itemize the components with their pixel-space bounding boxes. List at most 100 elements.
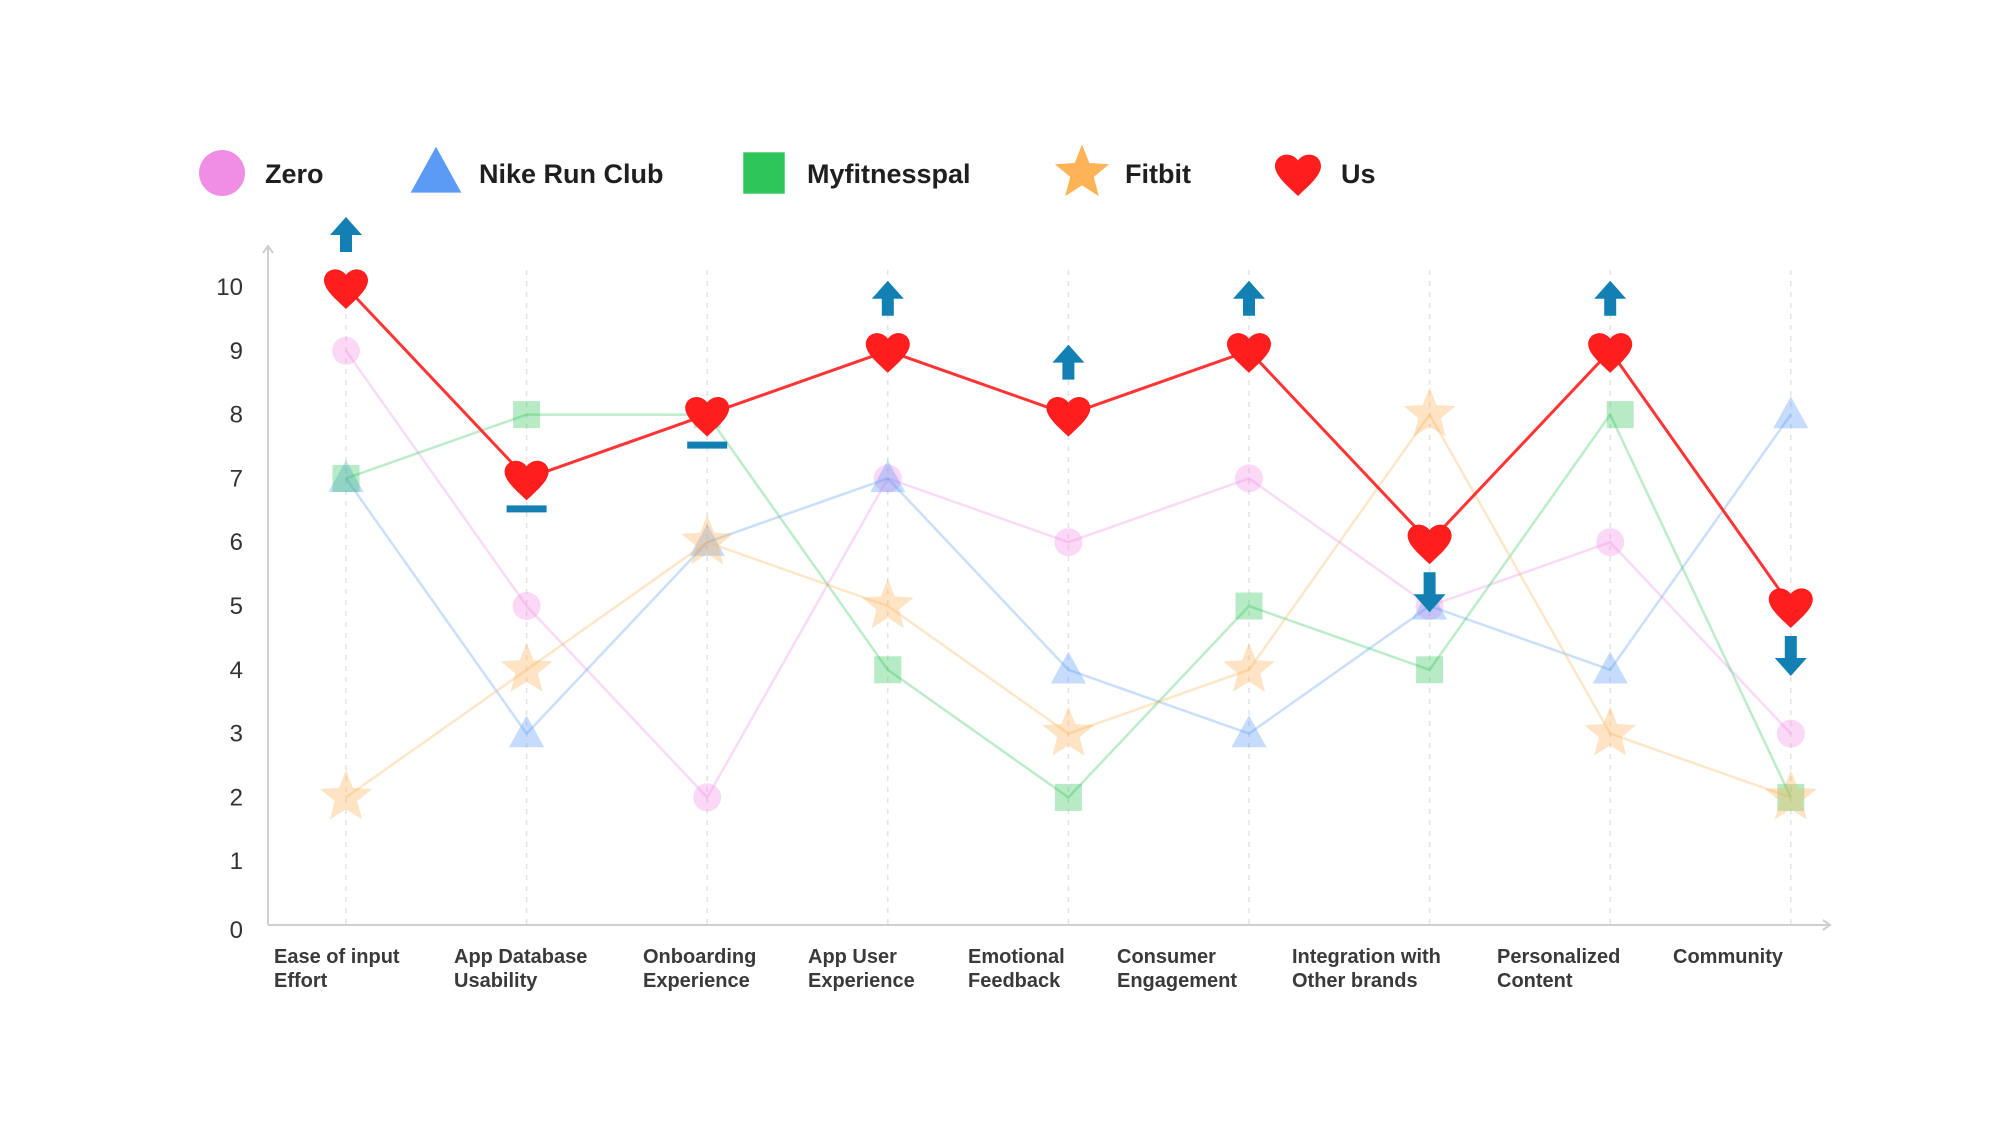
data-point-fitbit <box>1223 642 1275 692</box>
series-line-fitbit <box>345 413 1792 799</box>
data-point-myfitnesspal <box>1416 656 1444 684</box>
data-point-us <box>1046 396 1091 437</box>
legend-label-myfitnesspal: Myfitnesspal <box>807 159 971 189</box>
data-point-fitbit <box>500 642 553 692</box>
x-tick-label-line: Integration with <box>1292 946 1441 968</box>
x-axis-arrow <box>1822 919 1832 931</box>
x-tick-label-line: Community <box>1673 946 1784 968</box>
legend-label-zero: Zero <box>265 159 324 189</box>
arrow-up-icon <box>871 280 904 316</box>
legend-label-nike-run-club: Nike Run Club <box>479 159 664 189</box>
legend-label-fitbit: Fitbit <box>1125 159 1191 189</box>
data-point-fitbit <box>1403 387 1456 437</box>
series-line-myfitnesspal <box>345 413 1792 799</box>
y-tick-label: 5 <box>230 593 243 620</box>
data-point-zero <box>1596 528 1625 557</box>
data-point-fitbit <box>1764 770 1817 820</box>
data-point-nike-run-club <box>1050 651 1086 684</box>
x-tick-label-line: Experience <box>643 970 750 992</box>
arrow-up-icon <box>1233 280 1265 316</box>
x-tick-label-line: Experience <box>808 970 915 992</box>
series-myfitnesspal <box>332 401 1805 811</box>
legend-item-us: Us <box>1275 154 1376 196</box>
y-tick-label: 4 <box>230 657 243 684</box>
legend-marker-nike-run-club <box>410 146 462 193</box>
dash-icon <box>506 505 547 513</box>
chart-axes: 0 1 2 3 4 5 6 7 8 9 10 Ease of input Effort App Datab… <box>216 244 1832 992</box>
data-point-nike-run-club <box>689 523 725 556</box>
data-point-us <box>324 269 368 309</box>
data-point-myfitnesspal <box>1777 783 1805 811</box>
x-tick-label: Personalized Content <box>1497 946 1620 992</box>
series-line-zero <box>344 350 1792 799</box>
data-point-zero <box>1776 719 1805 748</box>
arrow-down-icon <box>1774 636 1807 676</box>
x-tick-label-line: Other brands <box>1292 970 1418 992</box>
legend-label-us: Us <box>1341 159 1376 189</box>
series-zero <box>332 336 1805 812</box>
data-point-fitbit <box>681 514 734 565</box>
trend-indicators <box>330 217 1807 676</box>
x-tick-label-line: Onboarding <box>643 946 756 968</box>
data-point-us <box>504 460 549 501</box>
x-tick-label: Ease of input Effort <box>274 946 400 992</box>
x-tick-label: Onboarding Experience <box>643 946 756 992</box>
x-tick-label-line: App Database <box>454 946 587 968</box>
series-fitbit <box>320 387 1817 820</box>
legend-item-nike-run-club: Nike Run Club <box>410 146 664 193</box>
y-tick-label: 0 <box>230 917 243 944</box>
x-tick-label: Integration with Other brands <box>1292 946 1441 992</box>
y-tick-label: 6 <box>230 529 243 556</box>
arrow-up-icon <box>1052 344 1085 380</box>
arrow-down-icon <box>1413 572 1446 613</box>
y-tick-label: 1 <box>230 848 243 875</box>
chart-series <box>320 269 1817 820</box>
x-tick-label-line: App User <box>808 946 897 968</box>
x-tick-label: Consumer Engagement <box>1117 946 1237 992</box>
data-point-nike-run-club <box>509 715 545 748</box>
y-tick-label: 2 <box>230 784 243 811</box>
data-point-nike-run-club <box>1592 651 1628 684</box>
x-tick-label: App User Experience <box>808 946 915 992</box>
legend-marker-myfitnesspal <box>743 152 785 194</box>
legend-item-fitbit: Fitbit <box>1054 144 1191 197</box>
data-point-nike-run-club <box>328 460 364 493</box>
y-tick-label: 7 <box>230 465 243 492</box>
legend: Zero Nike Run Club Myfitnesspal Fitbit Us <box>199 144 1376 197</box>
legend-item-myfitnesspal: Myfitnesspal <box>743 152 971 194</box>
x-tick-label-line: Usability <box>454 970 538 992</box>
data-point-fitbit <box>1042 706 1095 756</box>
x-tick-label: Emotional Feedback <box>968 946 1065 992</box>
x-tick-label-line: Consumer <box>1117 946 1216 968</box>
legend-marker-us <box>1275 154 1321 196</box>
x-tick-label-line: Engagement <box>1117 970 1237 992</box>
y-tick-label: 8 <box>230 402 243 429</box>
data-point-zero <box>512 592 541 620</box>
x-tick-label-line: Content <box>1497 970 1573 992</box>
x-tick-label-line: Emotional <box>968 946 1065 968</box>
data-point-zero <box>1235 464 1263 493</box>
y-tick-label: 10 <box>216 274 243 301</box>
y-axis-arrow <box>262 244 274 254</box>
series-line-nike-run-club <box>344 413 1792 735</box>
data-point-fitbit <box>1584 706 1637 756</box>
data-point-myfitnesspal <box>513 401 541 429</box>
data-point-zero <box>873 464 902 493</box>
data-point-nike-run-club <box>1773 396 1809 429</box>
arrow-up-icon <box>330 217 362 252</box>
data-point-us <box>1407 524 1452 565</box>
data-point-fitbit <box>320 770 372 820</box>
x-tick-label-line: Effort <box>274 970 328 992</box>
legend-item-zero: Zero <box>199 150 324 196</box>
legend-marker-fitbit <box>1054 144 1110 197</box>
series-us <box>324 269 1813 628</box>
data-point-us <box>1227 333 1271 373</box>
data-point-myfitnesspal <box>874 656 902 684</box>
data-point-myfitnesspal <box>1606 401 1634 429</box>
data-point-fitbit <box>861 578 914 629</box>
y-tick-label: 9 <box>230 338 243 365</box>
data-point-zero <box>693 783 722 812</box>
data-point-zero <box>332 336 360 365</box>
data-point-us <box>1588 333 1633 373</box>
